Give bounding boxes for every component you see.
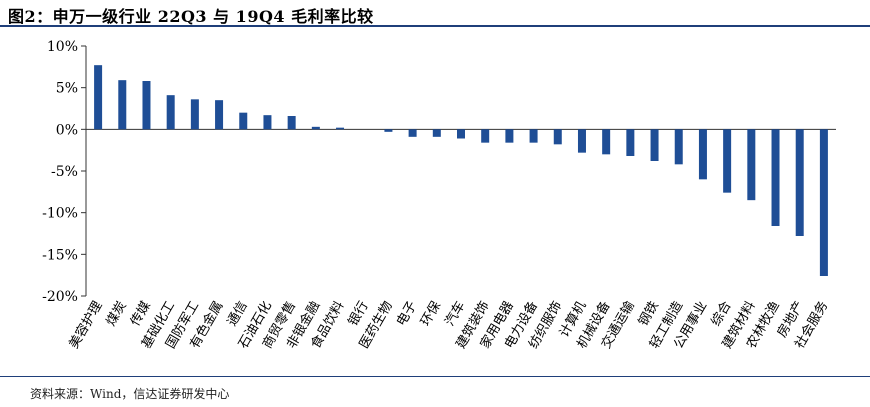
bar	[287, 116, 296, 130]
bar	[553, 129, 562, 145]
category-label: 电子	[394, 299, 420, 329]
bar	[190, 99, 199, 130]
bottom-divider	[0, 376, 870, 377]
category-label: 环保	[418, 299, 444, 329]
y-tick-label: -5%	[51, 164, 78, 180]
bar-layer	[94, 65, 828, 276]
bar	[505, 129, 514, 143]
bar	[602, 129, 611, 155]
bar	[723, 129, 732, 193]
bar	[263, 115, 272, 130]
y-tick-label: 10%	[47, 39, 78, 55]
bar	[771, 129, 780, 226]
bar	[650, 129, 659, 161]
axis-layer: 10% 5% 0% -5% -10% -15% -20%	[42, 39, 836, 305]
y-tick-label: 5%	[56, 81, 78, 97]
bar	[457, 129, 465, 139]
y-tick-label: -15%	[42, 247, 78, 263]
category-label: 煤炭	[104, 299, 130, 329]
y-tick-label: -20%	[42, 289, 78, 305]
bar	[577, 129, 586, 153]
title-divider	[0, 25, 870, 27]
bar	[432, 129, 441, 137]
bar	[819, 129, 828, 276]
bar	[311, 126, 320, 130]
category-label-layer: 美容护理煤炭传媒基础化工国防军工有色金属通信石油石化商贸零售非银金融食品饮料银行…	[66, 298, 832, 351]
bar	[384, 129, 393, 132]
category-label: 美容护理	[66, 298, 106, 351]
bar	[118, 80, 127, 130]
bar	[94, 65, 103, 130]
bar	[626, 129, 635, 156]
bar	[698, 129, 707, 180]
bar	[215, 100, 224, 130]
y-tick-label: -10%	[42, 206, 78, 222]
bar	[747, 129, 756, 201]
bar	[795, 129, 804, 236]
bar	[408, 129, 417, 137]
bar	[481, 129, 490, 143]
source-note: 资料来源：Wind，信达证券研发中心	[30, 387, 230, 401]
bar	[142, 81, 151, 130]
y-tick-label: 0%	[56, 122, 78, 138]
bar	[529, 129, 538, 143]
figure-title: 图2：申万一级行业 22Q3 与 19Q4 毛利率比较	[8, 7, 374, 26]
bar	[166, 95, 175, 130]
bar	[336, 127, 345, 130]
bar	[239, 112, 248, 130]
bar	[674, 129, 683, 165]
